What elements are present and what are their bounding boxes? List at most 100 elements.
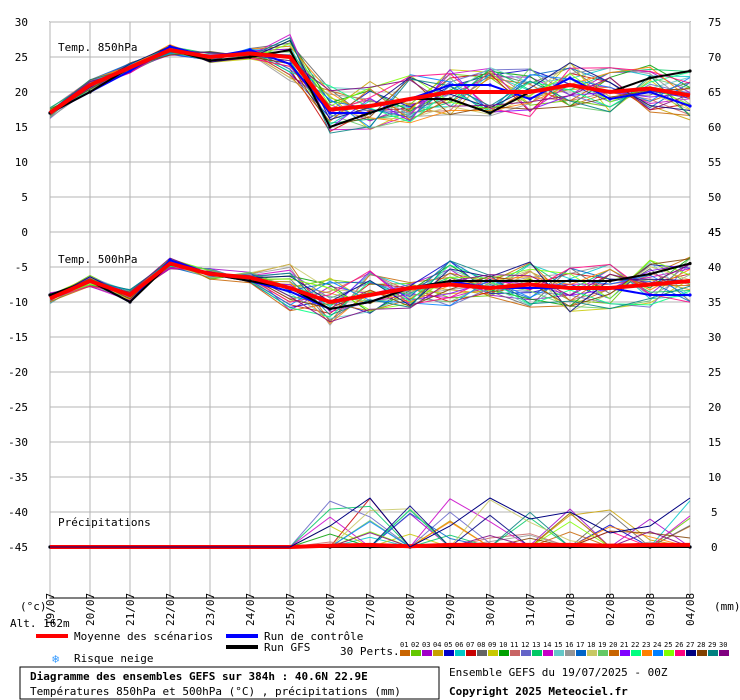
right-tick-label: 60 [708, 121, 721, 134]
pert-number-label: 03 [422, 641, 430, 649]
pert-number-label: 23 [642, 641, 650, 649]
left-tick-label: -20 [8, 366, 28, 379]
data-point [488, 279, 492, 283]
data-point [688, 104, 692, 108]
data-point [608, 97, 612, 101]
pert-color-swatch [433, 650, 443, 656]
right-tick-label: 65 [708, 86, 721, 99]
pert-number-label: 26 [675, 641, 683, 649]
right-tick-label: 75 [708, 16, 721, 29]
left-axis-ticks: 30 25 20 15 10 5 0 -5 -10 -15 -20 -25 -30 -35 -40 -45 [8, 16, 28, 554]
pert-number-label: 08 [477, 641, 485, 649]
pert-number-label: 22 [631, 641, 639, 649]
pert-number-label: 15 [554, 641, 562, 649]
x-tick-label: 29/07 [444, 593, 457, 626]
x-axis-ticks: 19/07 20/07 21/07 22/07 23/07 24/07 25/07 26/07… [44, 593, 697, 626]
data-point [368, 300, 372, 304]
left-tick-label: -15 [8, 331, 28, 344]
right-tick-label: 15 [708, 436, 721, 449]
pert-color-swatch [477, 650, 487, 656]
x-tick-label: 30/07 [484, 593, 497, 626]
label-precipitations: Précipitations [58, 516, 151, 529]
pert-color-swatch [532, 650, 542, 656]
data-point [328, 307, 332, 311]
pert-color-swatch [499, 650, 509, 656]
label-temp-500: Temp. 500hPa [58, 253, 137, 266]
data-point [168, 258, 172, 262]
pert-color-swatch [422, 650, 432, 656]
pert-number-label: 27 [686, 641, 694, 649]
series-layer [48, 33, 692, 549]
data-point [328, 111, 332, 115]
x-tick-label: 23/07 [204, 593, 217, 626]
pert-number-label: 11 [510, 641, 518, 649]
right-tick-label: 5 [711, 506, 718, 519]
legend-control-label: Run de contrôle [264, 630, 363, 643]
data-point [488, 111, 492, 115]
pert-number-label: 21 [620, 641, 628, 649]
pert-color-swatch [543, 650, 553, 656]
left-tick-label: -40 [8, 506, 28, 519]
left-tick-label: -25 [8, 401, 28, 414]
data-point [648, 293, 652, 297]
snowflake-icon: ❄ [52, 652, 59, 666]
data-point [128, 69, 132, 73]
data-point [568, 279, 572, 283]
pert-number-label: 05 [444, 641, 452, 649]
right-tick-label: 50 [708, 191, 721, 204]
left-tick-label: 25 [15, 51, 28, 64]
pert-number-label: 30 [719, 641, 727, 649]
left-tick-label: -35 [8, 471, 28, 484]
pert-number-label: 25 [664, 641, 672, 649]
pert-number-label: 14 [543, 641, 551, 649]
right-tick-label: 70 [708, 51, 721, 64]
pert-number-label: 19 [598, 641, 606, 649]
left-tick-label: 15 [15, 121, 28, 134]
pert-number-label: 18 [587, 641, 595, 649]
data-point [568, 76, 572, 80]
pert-color-swatch [631, 650, 641, 656]
x-tick-label: 19/07 [44, 593, 57, 626]
legend-mean-label: Moyenne des scénarios [74, 630, 213, 643]
pert-number-label: 12 [521, 641, 529, 649]
legend-snow-label: Risque neige [74, 652, 153, 665]
pert-color-swatch [488, 650, 498, 656]
right-tick-label: 10 [708, 471, 721, 484]
right-unit-label: (mm) [714, 600, 740, 613]
pert-color-swatch [565, 650, 575, 656]
x-tick-label: 22/07 [164, 593, 177, 626]
right-tick-label: 35 [708, 296, 721, 309]
x-tick-label: 24/07 [244, 593, 257, 626]
pert-number-label: 17 [576, 641, 584, 649]
info-box [19, 666, 440, 700]
right-tick-label: 40 [708, 261, 721, 274]
right-tick-label: 45 [708, 226, 721, 239]
pert-color-swatch [576, 650, 586, 656]
data-point [288, 62, 292, 66]
left-tick-label: 5 [21, 191, 28, 204]
x-tick-label: 25/07 [284, 593, 297, 626]
x-tick-label: 20/07 [84, 593, 97, 626]
left-tick-label: -10 [8, 296, 28, 309]
left-tick-label: 30 [15, 16, 28, 29]
pert-number-label: 29 [708, 641, 716, 649]
data-point [88, 90, 92, 94]
data-point [448, 279, 452, 283]
pert-color-swatch [609, 650, 619, 656]
data-point [48, 293, 52, 297]
x-tick-label: 02/08 [604, 593, 617, 626]
pert-color-swatch [686, 650, 696, 656]
x-tick-label: 04/08 [684, 593, 697, 626]
pert-color-swatch [521, 650, 531, 656]
left-tick-label: 0 [21, 226, 28, 239]
x-tick-label: 03/08 [644, 593, 657, 626]
pert-color-swatch [708, 650, 718, 656]
right-tick-label: 0 [711, 541, 718, 554]
pert-number-label: 10 [499, 641, 507, 649]
x-tick-label: 27/07 [364, 593, 377, 626]
right-tick-label: 45 [708, 226, 721, 239]
x-tick-label: 21/07 [124, 593, 137, 626]
left-tick-label: -5 [15, 261, 28, 274]
data-point [648, 76, 652, 80]
